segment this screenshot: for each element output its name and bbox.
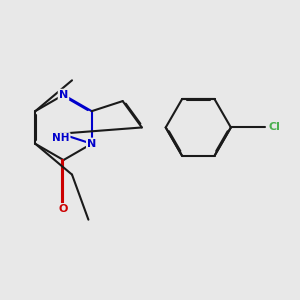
Text: O: O	[59, 204, 68, 214]
Text: N: N	[59, 90, 68, 100]
Text: N: N	[87, 139, 96, 149]
Text: NH: NH	[52, 133, 70, 143]
Text: Cl: Cl	[269, 122, 281, 133]
